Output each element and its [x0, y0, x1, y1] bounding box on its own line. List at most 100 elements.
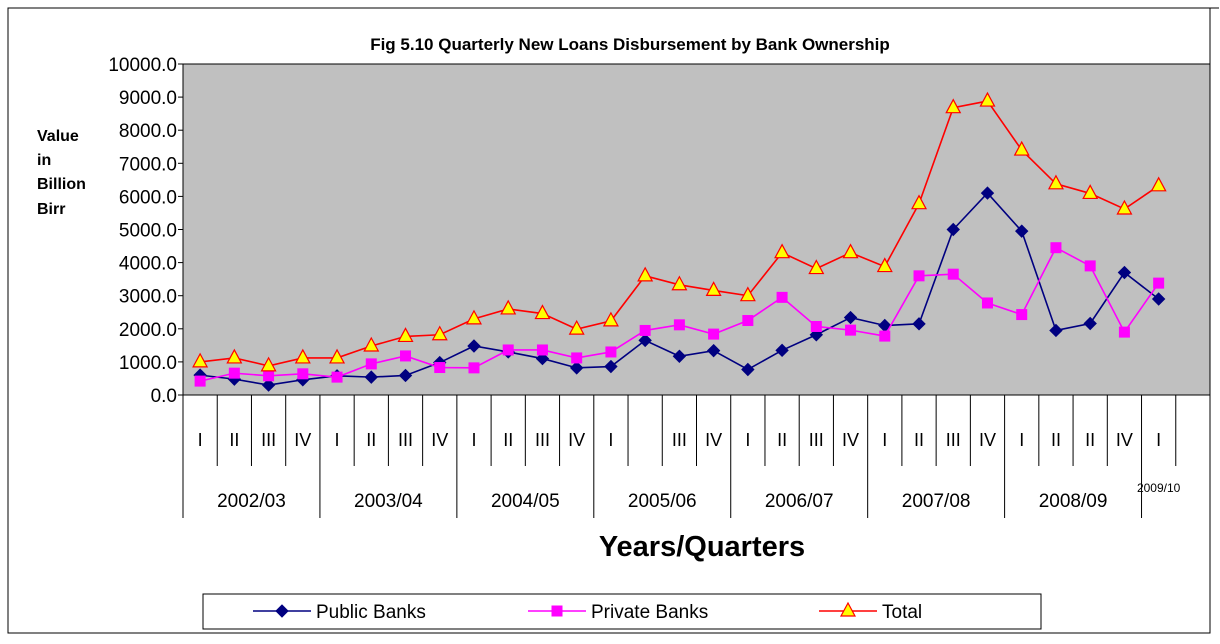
data-point-public-banks — [1083, 316, 1097, 331]
data-point-total — [637, 266, 654, 282]
data-point-private-banks — [468, 362, 480, 374]
data-point-public-banks — [1151, 292, 1166, 306]
data-point-total — [1082, 184, 1099, 200]
data-point-public-banks — [604, 359, 618, 374]
data-point-public-banks — [843, 310, 858, 325]
quarter-label: IV — [568, 430, 585, 450]
data-point-total — [329, 348, 346, 364]
data-point-private-banks — [742, 315, 754, 327]
quarter-label: I — [882, 430, 887, 450]
legend-marker-total — [839, 601, 857, 617]
quarter-label: II — [1051, 430, 1061, 450]
year-label: 2005/06 — [628, 491, 697, 512]
data-point-public-banks — [398, 368, 413, 383]
data-point-total — [911, 194, 928, 210]
data-point-public-banks — [364, 370, 378, 384]
data-point-private-banks — [708, 328, 720, 340]
data-point-total — [602, 311, 619, 327]
data-point-total — [226, 348, 243, 364]
legend-label-private-banks: Private Banks — [591, 602, 708, 623]
quarter-label: I — [335, 430, 340, 450]
data-point-private-banks — [194, 375, 206, 387]
quarter-label: II — [503, 430, 513, 450]
legend: Public Banks Private Banks Total — [202, 593, 1042, 630]
data-point-total — [1116, 199, 1133, 215]
data-point-public-banks — [775, 343, 789, 358]
data-point-private-banks — [845, 324, 857, 336]
quarter-label: III — [672, 430, 687, 450]
quarter-label: II — [777, 430, 787, 450]
quarter-label: II — [914, 430, 924, 450]
data-point-total — [808, 259, 825, 275]
data-point-public-banks — [741, 362, 755, 377]
quarter-label: III — [946, 430, 961, 450]
data-point-total — [294, 348, 311, 364]
data-point-total — [1013, 140, 1030, 156]
year-label: 2004/05 — [491, 491, 560, 512]
data-point-total — [739, 286, 756, 302]
data-point-total — [876, 257, 893, 273]
data-point-private-banks — [263, 370, 275, 382]
data-point-private-banks — [639, 324, 651, 336]
x-axis: I II III IV I II III IV I II III IV I III IV I II III IV I I… — [182, 395, 1211, 518]
plot-area — [182, 63, 1211, 396]
legend-label-total: Total — [882, 602, 922, 623]
quarter-label: I — [1156, 430, 1161, 450]
year-label: 2003/04 — [354, 491, 423, 512]
data-point-public-banks — [946, 222, 960, 237]
quarter-label: II — [1085, 430, 1095, 450]
quarter-label: IV — [705, 430, 722, 450]
data-point-private-banks — [297, 368, 309, 380]
data-point-private-banks — [434, 362, 446, 374]
data-point-total — [534, 304, 551, 320]
data-point-public-banks — [467, 339, 481, 353]
y-tick-label: 1000.0 — [119, 353, 177, 374]
data-point-private-banks — [673, 319, 685, 331]
data-point-total — [465, 309, 482, 325]
data-point-total — [671, 275, 688, 291]
year-label: 2008/09 — [1039, 491, 1108, 512]
y-axis-title-line: Birr — [37, 201, 65, 218]
data-point-total — [192, 352, 209, 368]
data-point-private-banks — [1016, 309, 1028, 321]
y-axis-title: Value in Billion Birr — [37, 128, 86, 218]
quarter-label: II — [229, 430, 239, 450]
legend-box — [202, 593, 1042, 630]
year-label: 2006/07 — [765, 491, 834, 512]
data-point-private-banks — [1084, 260, 1096, 272]
year-label: 2009/10 — [1137, 481, 1181, 495]
data-point-private-banks — [913, 270, 925, 282]
quarter-label: II — [366, 430, 376, 450]
data-point-public-banks — [672, 349, 687, 363]
year-label: 2007/08 — [902, 491, 971, 512]
data-point-private-banks — [502, 344, 514, 356]
data-point-private-banks — [879, 330, 891, 342]
legend-marker-public-banks — [275, 604, 289, 618]
series-layer — [192, 91, 1167, 392]
data-point-public-banks — [1117, 265, 1132, 280]
data-point-public-banks — [706, 343, 721, 358]
series-total — [192, 91, 1167, 372]
chart-title: Fig 5.10 Quarterly New Loans Disbursemen… — [370, 35, 890, 54]
data-point-public-banks — [912, 317, 926, 331]
y-tick-label: 6000.0 — [119, 187, 177, 208]
data-point-total — [705, 281, 722, 297]
y-tick-label: 3000.0 — [119, 287, 177, 308]
y-tick-label: 2000.0 — [119, 320, 177, 341]
quarter-label: I — [608, 430, 613, 450]
y-axis: 0.0 1000.0 2000.0 3000.0 4000.0 5000.0 6000.0 7… — [108, 55, 183, 407]
data-point-total — [260, 356, 277, 372]
quarter-label: III — [261, 430, 276, 450]
data-point-private-banks — [1153, 277, 1165, 289]
data-point-public-banks — [1049, 323, 1063, 338]
y-tick-label: 8000.0 — [119, 121, 177, 142]
y-tick-label: 7000.0 — [119, 154, 177, 175]
data-point-private-banks — [400, 350, 412, 362]
data-point-private-banks — [536, 344, 548, 356]
quarter-label: IV — [979, 430, 996, 450]
quarter-label: III — [535, 430, 550, 450]
data-point-total — [1150, 176, 1167, 192]
quarter-label: III — [809, 430, 824, 450]
data-point-total — [500, 299, 517, 315]
